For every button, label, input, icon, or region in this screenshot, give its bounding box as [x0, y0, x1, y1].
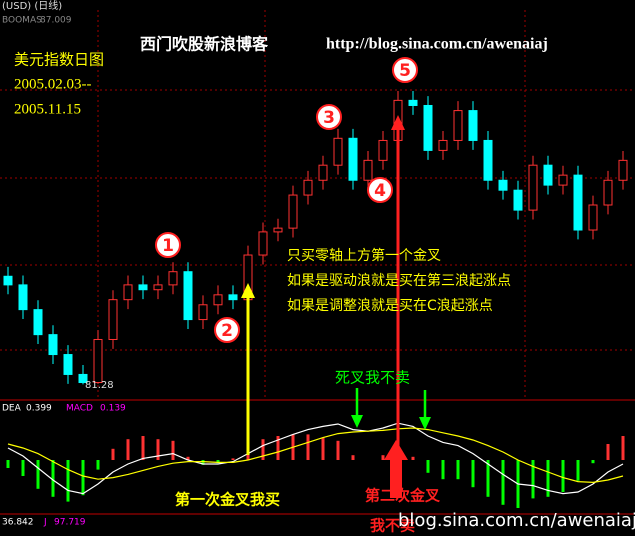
- kdj-value: 36.842: [2, 518, 34, 528]
- candle-body: [48, 334, 58, 356]
- candle-body: [318, 164, 328, 181]
- candle-body: [3, 275, 13, 286]
- dea-name: DEA: [2, 404, 22, 414]
- candle-body: [168, 271, 178, 286]
- title: 西门吹股新浪博客: [140, 35, 269, 54]
- subtitle: 2005.11.15: [14, 101, 81, 117]
- candle-body: [528, 164, 538, 211]
- candle-body: [588, 204, 598, 231]
- candle-body: [468, 110, 478, 141]
- low-label: 81.28: [85, 380, 114, 391]
- candle-body: [213, 294, 223, 306]
- candle-body: [288, 194, 298, 229]
- watermark: blog.sina.com.cn/awenaiaj: [398, 510, 635, 531]
- macd: [6, 422, 625, 508]
- j-name: J: [43, 518, 47, 528]
- wave-label: 5: [399, 61, 411, 81]
- candle-body: [423, 104, 433, 151]
- note: 如果是驱动浪就是买在第三浪起涨点: [287, 272, 511, 289]
- candle-body: [438, 139, 448, 151]
- candle-body: [63, 354, 73, 375]
- candle-body: [348, 137, 358, 181]
- note: 如果是调整浪就是买在C浪起涨点: [287, 298, 493, 314]
- candle-body: [408, 99, 418, 106]
- wave-circle: [392, 57, 418, 83]
- macd-name: MACD: [66, 404, 93, 414]
- candle-body: [543, 164, 553, 186]
- candle-body: [573, 174, 583, 231]
- dead-cross-note: 死叉我不卖: [335, 369, 410, 387]
- candle-body: [363, 159, 373, 181]
- candle-body: [513, 189, 523, 211]
- candle-body: [303, 179, 313, 196]
- wave-circle: [214, 317, 240, 343]
- candle-body: [273, 227, 283, 233]
- candle-body: [228, 294, 238, 301]
- wave-label: 3: [323, 108, 335, 128]
- dif-line: [7, 422, 624, 495]
- indicator-value: 87.009: [40, 16, 72, 26]
- candle-body: [78, 373, 88, 384]
- url: http://blog.sina.com.cn/awenaiaj: [326, 36, 548, 53]
- indicator-name: BOOMAS: [2, 16, 42, 26]
- wave-circle: [155, 232, 181, 258]
- candle-body: [603, 179, 613, 206]
- second-cross-note: 第二次金叉: [365, 487, 441, 505]
- header: (USD) (日线): [2, 0, 62, 12]
- candle-body: [483, 139, 493, 181]
- candle-body: [108, 299, 118, 340]
- candle-body: [378, 139, 388, 161]
- candle-body: [498, 179, 508, 191]
- candle-body: [93, 338, 103, 384]
- arrows: [241, 115, 431, 498]
- candle-body: [333, 137, 343, 166]
- candles: [3, 90, 628, 385]
- candle-body: [18, 284, 28, 311]
- candle-body: [558, 174, 568, 186]
- dea-line: [7, 427, 624, 484]
- candle-body: [153, 284, 163, 291]
- first-cross-note: 第一次金叉我买: [175, 491, 280, 509]
- candle-body: [33, 309, 43, 336]
- wave-label: 1: [162, 236, 174, 256]
- j-value: 97.719: [54, 518, 86, 528]
- candle-body: [198, 304, 208, 321]
- macd-value: 0.139: [100, 404, 126, 414]
- subtitle: 美元指数日图: [14, 51, 104, 69]
- note: 只买零轴上方第一个金叉: [287, 247, 441, 264]
- candle-body: [618, 159, 628, 181]
- wave-label: 4: [374, 181, 386, 201]
- wave-circle: [367, 177, 393, 203]
- wave-label: 2: [221, 321, 233, 341]
- candle-body: [453, 110, 463, 141]
- candle-body: [183, 271, 193, 321]
- wave-circle: [316, 104, 342, 130]
- dea-value: 0.399: [26, 404, 52, 414]
- subtitle: 2005.02.03--: [14, 76, 92, 92]
- second-cross-note: 我不卖: [370, 517, 415, 535]
- candle-body: [138, 284, 148, 291]
- candle-body: [258, 231, 268, 256]
- candle-body: [123, 284, 133, 301]
- wave-labels: 1 2 3 4 5: [155, 57, 418, 343]
